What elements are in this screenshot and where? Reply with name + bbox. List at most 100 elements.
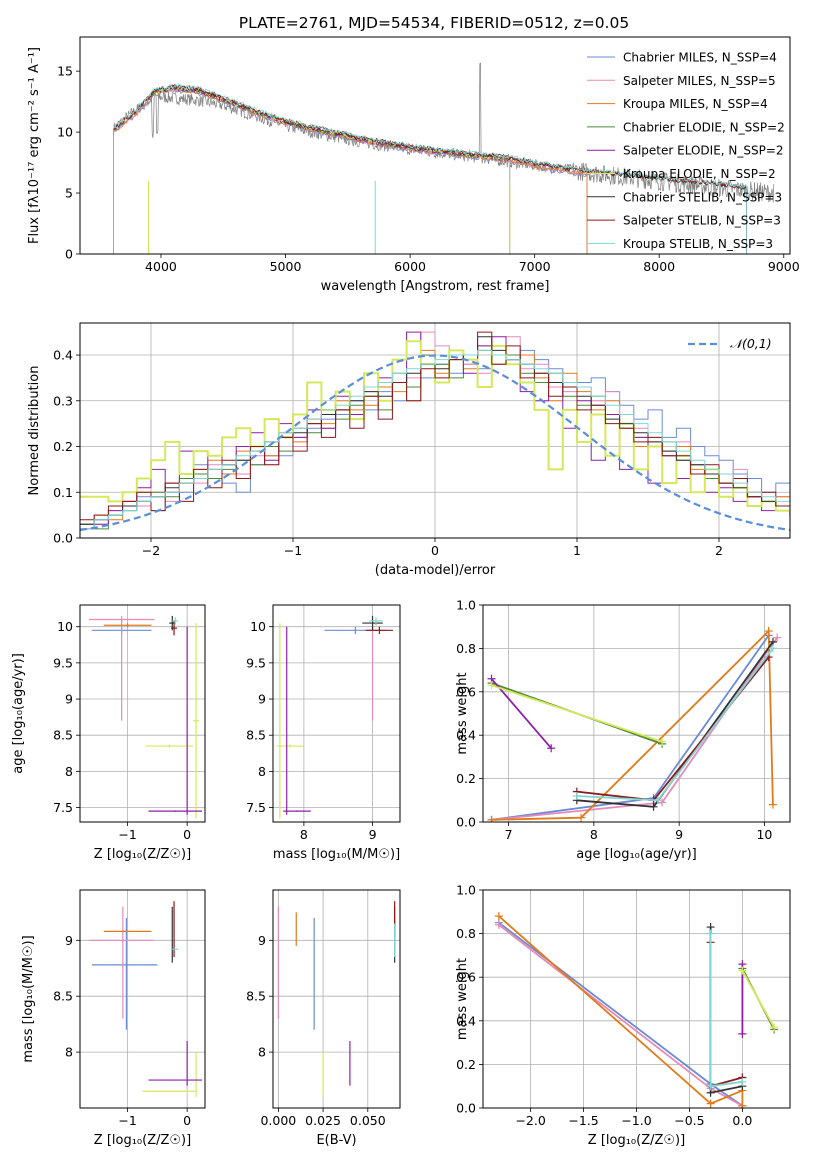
y-tick-label: 8.5 bbox=[246, 728, 266, 743]
x-tick-label: −1 bbox=[284, 543, 302, 558]
x-axis-label: mass [log₁₀(M/M☉)] bbox=[273, 847, 400, 862]
x-tick-label: 5000 bbox=[270, 259, 302, 274]
x-axis-label: (data-model)/error bbox=[375, 563, 496, 578]
y-tick-label: 9.5 bbox=[53, 655, 73, 670]
y-tick-label: 0.0 bbox=[456, 815, 476, 830]
legend-label: Chabrier MILES, N_SSP=4 bbox=[623, 51, 777, 65]
x-tick-label: 0 bbox=[183, 1113, 191, 1128]
legend: Chabrier MILES, N_SSP=4 Salpeter MILES, N… bbox=[587, 51, 785, 251]
plus-marker bbox=[768, 644, 777, 653]
model-line bbox=[113, 87, 588, 254]
legend-label: Chabrier ELODIE, N_SSP=2 bbox=[623, 120, 785, 134]
y-axis-label: age [log₁₀(age/yr)] bbox=[11, 653, 26, 774]
plus-marker bbox=[706, 929, 715, 938]
x-tick-label: 9000 bbox=[768, 259, 800, 274]
x-tick-label: −2.0 bbox=[515, 1113, 545, 1128]
errorbar-point bbox=[145, 744, 194, 748]
x-tick-label: −1 bbox=[118, 1113, 136, 1128]
chart-age_vs_mass: 8 9 7.5 8 8.5 9 9.5 10 mass [log₁₀(M/M☉)] bbox=[246, 604, 401, 862]
x-tick-label: −0.5 bbox=[674, 1113, 704, 1128]
y-tick-label: 0.4 bbox=[456, 1013, 476, 1028]
model-line bbox=[148, 85, 511, 254]
x-axis-label: Z [log₁₀(Z/Z☉)] bbox=[94, 847, 191, 862]
x-tick-label: 8 bbox=[300, 827, 308, 842]
normal-curve bbox=[80, 354, 790, 532]
y-tick-label: 9.5 bbox=[246, 655, 266, 670]
x-tick-label: 8 bbox=[590, 827, 598, 842]
legend-label: Salpeter ELODIE, N_SSP=2 bbox=[623, 144, 784, 158]
plus-marker bbox=[494, 912, 503, 921]
x-tick-label: 4000 bbox=[145, 259, 177, 274]
model-line bbox=[113, 88, 588, 254]
plus-marker bbox=[770, 1023, 779, 1032]
axes-frame bbox=[79, 322, 791, 539]
x-tick-label: 6000 bbox=[394, 259, 426, 274]
y-tick-label: 0.6 bbox=[456, 684, 476, 699]
x-axis-label: wavelength [Angstrom, rest frame] bbox=[321, 279, 550, 294]
errorbar-point bbox=[276, 744, 304, 748]
y-tick-label: 9 bbox=[258, 933, 266, 948]
weight-series bbox=[491, 628, 774, 821]
y-tick-label: 9 bbox=[65, 692, 73, 707]
plus-marker bbox=[547, 744, 556, 753]
y-tick-label: 0.8 bbox=[456, 926, 476, 941]
plot-area bbox=[113, 62, 775, 254]
y-axis-label: Flux [fλ10⁻¹⁷ erg cm⁻² s⁻¹ A⁻¹] bbox=[27, 47, 42, 244]
chart-spectrum: 4000 5000 6000 7000 8000 9000 0 5 10 15 wavelength… bbox=[27, 36, 800, 294]
errorbar-point bbox=[103, 623, 152, 628]
y-tick-label: 8 bbox=[258, 1045, 266, 1060]
plus-marker bbox=[572, 791, 581, 800]
y-tick-label: 0.8 bbox=[456, 641, 476, 656]
model-line bbox=[113, 83, 747, 254]
chart-age_vs_Z: −1 0 7.5 8 8.5 9 9.5 10 Z [log₁₀(Z/Z☉)] age [log₁… bbox=[11, 604, 206, 862]
errorbar-point bbox=[365, 626, 394, 634]
plus-marker bbox=[706, 1099, 715, 1108]
plus-marker bbox=[653, 796, 662, 805]
y-tick-label: 0.2 bbox=[53, 439, 73, 454]
histogram-series bbox=[80, 349, 790, 530]
y-tick-label: 0.2 bbox=[456, 1057, 476, 1072]
plot-area bbox=[276, 615, 394, 819]
y-tick-label: 5 bbox=[65, 186, 73, 201]
axes-frame bbox=[79, 36, 791, 255]
y-tick-label: 1.0 bbox=[456, 883, 476, 898]
plus-marker bbox=[738, 1077, 747, 1086]
y-axis-label: Normed distribution bbox=[27, 366, 42, 496]
model-line bbox=[113, 88, 588, 254]
plot-area bbox=[494, 912, 779, 1108]
legend-label: Kroupa STELIB, N_SSP=3 bbox=[623, 237, 773, 251]
x-tick-label: 8000 bbox=[643, 259, 675, 274]
plus-marker bbox=[738, 966, 747, 975]
plot-area bbox=[88, 615, 203, 819]
plot-area bbox=[88, 901, 203, 1097]
legend-label: Chabrier STELIB, N_SSP=3 bbox=[623, 190, 782, 204]
axes-frame bbox=[79, 889, 206, 1109]
weight-series bbox=[498, 915, 744, 1106]
axes-frame bbox=[79, 604, 206, 823]
errorbar-point bbox=[148, 810, 203, 812]
y-tick-label: 8.5 bbox=[53, 989, 73, 1004]
model-line bbox=[148, 85, 511, 254]
x-tick-label: 1 bbox=[573, 543, 581, 558]
axes-frame bbox=[482, 604, 791, 823]
y-tick-label: 0 bbox=[65, 247, 73, 262]
legend-label: 𝒩(0,1) bbox=[730, 336, 772, 351]
x-tick-label: 2 bbox=[715, 543, 723, 558]
model-line bbox=[148, 86, 511, 254]
y-tick-label: 8 bbox=[258, 764, 266, 779]
chart-weight_vs_age: 7 8 9 10 0.0 0.2 0.4 0.6 0.8 1.0 age [log₁₀(age/yr… bbox=[455, 598, 791, 862]
plus-marker bbox=[487, 815, 496, 822]
chart-mass_vs_ebv: 0.000 0.025 0.050 8 8.5 9 E(B-V) bbox=[246, 889, 401, 1148]
y-tick-label: 8 bbox=[65, 764, 73, 779]
errorbar-point bbox=[283, 810, 311, 812]
y-tick-label: 9 bbox=[258, 692, 266, 707]
weight-series bbox=[491, 684, 663, 743]
y-tick-label: 10 bbox=[57, 619, 73, 634]
y-axis-label: mass [log₁₀(M/M☉)] bbox=[21, 935, 36, 1062]
x-tick-label: 0.000 bbox=[260, 1113, 296, 1128]
weight-series bbox=[709, 927, 743, 1094]
x-tick-label: 7 bbox=[505, 827, 513, 842]
x-axis-label: E(B-V) bbox=[316, 1133, 356, 1148]
y-tick-label: 0.1 bbox=[53, 485, 73, 500]
plus-marker bbox=[658, 737, 667, 746]
